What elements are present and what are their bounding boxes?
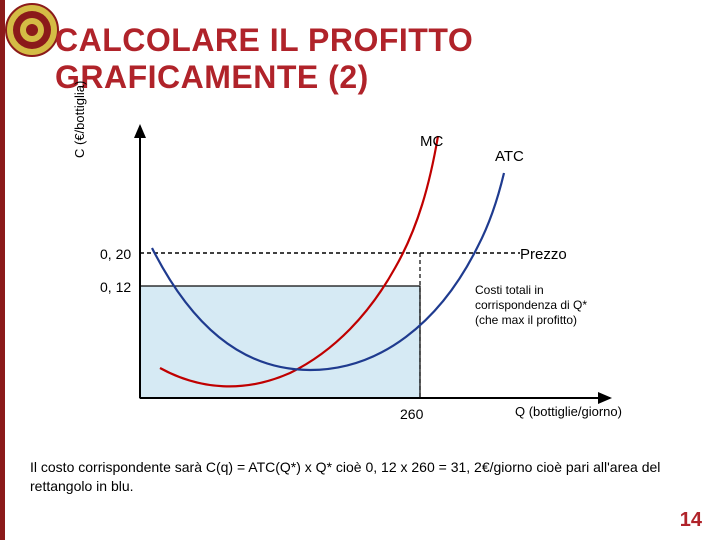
y-tick-020: 0, 20 bbox=[100, 246, 131, 262]
page-number: 14 bbox=[680, 509, 702, 532]
total-cost-annotation: Costi totali in corrispondenza di Q* (ch… bbox=[475, 283, 655, 328]
price-label: Prezzo bbox=[520, 246, 567, 263]
university-logo bbox=[4, 2, 60, 58]
annot-line-3: (che max il profitto) bbox=[475, 313, 577, 327]
x-axis-label: Q (bottiglie/giorno) bbox=[515, 404, 622, 419]
atc-label: ATC bbox=[495, 148, 524, 165]
title-line-2: GRAFICAMENTE (2) bbox=[55, 59, 369, 95]
y-axis-label: C (€/bottiglia) bbox=[72, 81, 87, 158]
title-line-1: CALCOLARE IL PROFITTO bbox=[55, 22, 473, 58]
slide-footer-text: Il costo corrispondente sarà C(q) = ATC(… bbox=[30, 458, 690, 496]
annot-line-1: Costi totali in bbox=[475, 283, 544, 297]
annot-line-2: corrispondenza di Q* bbox=[475, 298, 587, 312]
chart-svg bbox=[80, 118, 670, 418]
total-cost-rectangle bbox=[140, 286, 420, 398]
cost-curves-chart: C (€/bottiglia) MC ATC Prezzo 0, 20 0, 1… bbox=[80, 118, 670, 418]
brand-left-border bbox=[0, 0, 5, 540]
slide-title: CALCOLARE IL PROFITTO GRAFICAMENTE (2) bbox=[55, 22, 473, 96]
x-tick-260: 260 bbox=[400, 406, 423, 422]
mc-label: MC bbox=[420, 133, 443, 150]
y-tick-012: 0, 12 bbox=[100, 279, 131, 295]
